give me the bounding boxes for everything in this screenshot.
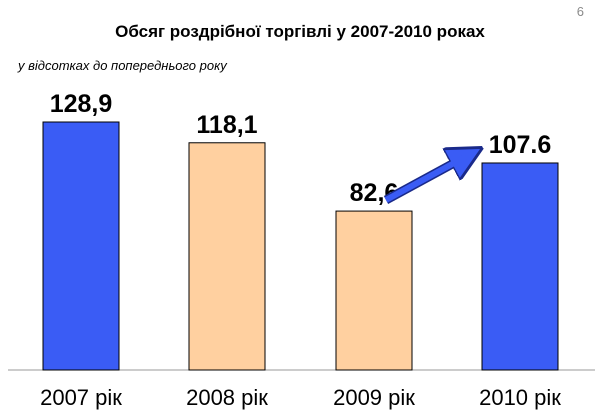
bar-2 [188, 142, 266, 371]
category-label-1: 2007 рік [40, 385, 122, 410]
growth-arrow-fill [384, 153, 469, 203]
category-label-3: 2009 рік [333, 385, 415, 410]
category-label-4: 2010 рік [479, 385, 561, 410]
value-label-4: 107.6 [489, 131, 552, 159]
category-label-2: 2008 рік [186, 385, 268, 410]
value-label-2: 118,1 [196, 111, 257, 139]
bar-3 [335, 210, 413, 371]
bar-1 [42, 121, 120, 371]
bar-4 [481, 162, 559, 371]
chart-subtitle: у відсотках до попереднього року [18, 58, 227, 73]
value-label-1: 128,9 [50, 90, 113, 118]
page-number: 6 [576, 4, 584, 19]
chart-title: Обсяг роздрібної торгівлі у 2007-2010 ро… [115, 22, 485, 41]
